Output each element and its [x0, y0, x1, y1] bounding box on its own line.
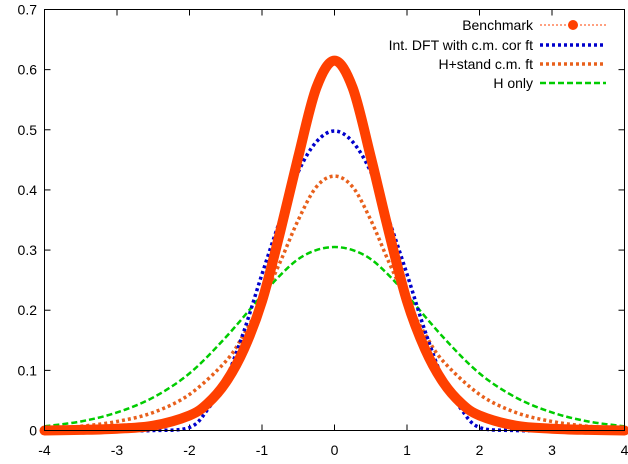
y-tick-label: 0.6 — [18, 62, 38, 78]
x-tick-label: 3 — [548, 442, 556, 458]
benchmark-point — [186, 412, 193, 419]
series-line-0 — [39, 55, 628, 436]
series-line-3 — [44, 245, 625, 428]
legend-label: H+stand c.m. ft — [438, 56, 533, 72]
x-tick-label: 2 — [476, 442, 484, 458]
benchmark-point — [385, 229, 392, 236]
benchmark-point — [422, 346, 429, 353]
benchmark-point — [476, 412, 483, 419]
y-tick-label: 0.7 — [18, 2, 38, 18]
y-tick-label: 0.2 — [18, 302, 38, 318]
benchmark-point — [150, 422, 157, 429]
benchmark-point — [259, 298, 265, 305]
x-tick-label: -2 — [183, 442, 196, 458]
benchmark-point — [585, 426, 592, 433]
benchmark-point — [77, 426, 84, 433]
benchmark-point — [367, 153, 374, 160]
y-tick-label: 0.3 — [18, 242, 38, 258]
x-tick-label: -4 — [38, 442, 51, 458]
benchmark-point — [295, 153, 302, 160]
benchmark-point — [349, 84, 356, 91]
x-tick-label: 0 — [331, 442, 339, 458]
y-tick-label: 0.1 — [18, 362, 38, 378]
axis-ticks: -4 -3 -2 -1 0 1 2 3 4 0 0.1 0.2 0.3 0.4 0.5 0.6 0.7 — [18, 2, 628, 459]
y-tick-label: 0.5 — [18, 122, 38, 138]
y-tick-label: 0.4 — [18, 182, 38, 198]
legend-label: H only — [493, 75, 533, 91]
plot-frame — [44, 9, 625, 431]
x-tick-label: -3 — [111, 442, 124, 458]
series-line-1 — [44, 129, 625, 433]
benchmark-point — [404, 298, 410, 305]
benchmark-point — [277, 229, 284, 236]
legend-sample-marker — [568, 20, 578, 30]
legend: Benchmark Int. DFT with c.m. cor ft H+stan… — [389, 17, 606, 91]
x-tick-label: 4 — [621, 442, 628, 458]
benchmark-point — [204, 400, 211, 407]
series-line-2 — [44, 174, 625, 431]
benchmark-point — [440, 379, 447, 386]
benchmark-point — [458, 400, 465, 407]
benchmark-point — [512, 422, 519, 429]
x-tick-label: 1 — [403, 442, 411, 458]
y-tick-label: 0 — [29, 423, 37, 439]
series-lines — [39, 55, 628, 436]
benchmark-point — [313, 84, 320, 91]
benchmark-point — [331, 57, 338, 64]
x-tick-label: -1 — [256, 442, 269, 458]
legend-label: Benchmark — [462, 17, 534, 33]
benchmark-point — [240, 346, 247, 353]
legend-label: Int. DFT with c.m. cor ft — [389, 37, 534, 53]
benchmark-point — [222, 379, 229, 386]
